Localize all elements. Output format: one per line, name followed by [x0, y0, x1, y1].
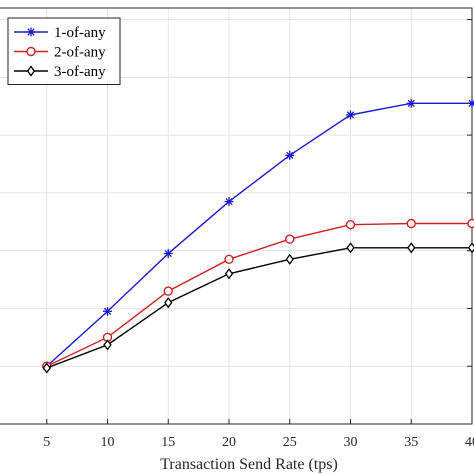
legend-marker: [26, 27, 36, 37]
legend-label: 1-of-any: [54, 25, 106, 41]
data-point: [346, 110, 355, 120]
data-point: [164, 297, 173, 309]
data-point: [407, 242, 416, 254]
x-tick-label: 35: [404, 435, 418, 450]
legend-item: 2-of-any: [14, 45, 106, 61]
x-axis-label: Transaction Send Rate (tps): [160, 456, 338, 473]
data-point: [346, 242, 355, 254]
legend-label: 3-of-any: [54, 64, 106, 80]
data-point: [42, 362, 51, 374]
legend-item: 1-of-any: [14, 25, 106, 41]
legend-item: 3-of-any: [14, 64, 106, 80]
data-point: [285, 150, 295, 160]
x-tick-label: 25: [283, 435, 297, 450]
axis-ticks: 5 10 15 20 25 30 35 40: [43, 19, 474, 450]
x-tick-label: 15: [161, 435, 175, 450]
data-point: [103, 306, 112, 316]
data-point: [285, 234, 295, 244]
series-3-of-any: [42, 242, 474, 374]
grid: [0, 8, 473, 424]
series-line: [46, 102, 472, 367]
data-point: [163, 286, 173, 296]
x-tick-label: 5: [43, 435, 50, 450]
series-line: [46, 247, 472, 369]
legend-label: 2-of-any: [54, 45, 106, 61]
x-tick-label: 40: [465, 435, 474, 450]
data-point: [467, 98, 474, 108]
data-point: [406, 98, 416, 108]
data-point: [406, 218, 416, 229]
data-point: [285, 253, 294, 265]
data-point: [103, 339, 112, 351]
data-point: [163, 249, 173, 259]
x-tick-label: 20: [222, 435, 236, 450]
legend-marker: [26, 65, 36, 77]
data-point: [224, 268, 234, 280]
data-point: [224, 197, 234, 207]
x-tick-label: 10: [101, 435, 115, 450]
data-point: [224, 254, 234, 265]
series-layer: [42, 98, 474, 374]
legend: 1-of-any 2-of-any 3-of-any: [7, 17, 121, 85]
data-point: [467, 218, 474, 229]
series-line: [46, 222, 472, 367]
x-tick-label: 30: [344, 435, 358, 450]
data-point: [345, 219, 356, 230]
data-point: [467, 242, 474, 254]
legend-marker: [26, 46, 36, 57]
